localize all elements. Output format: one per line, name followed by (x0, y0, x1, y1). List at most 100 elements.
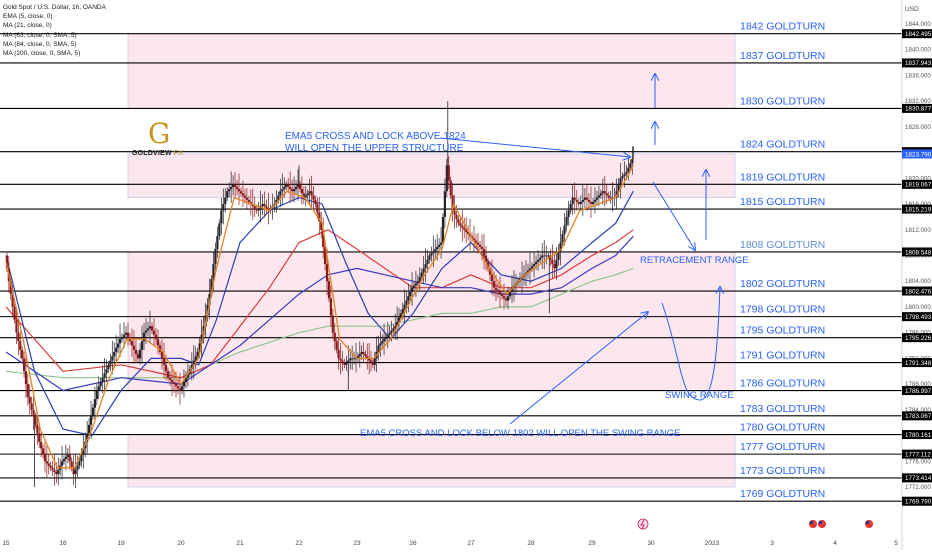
candle-body (41, 448, 45, 455)
candle-body (292, 189, 296, 192)
candle-body (569, 204, 572, 211)
level-label: 1830 GOLDTURN (740, 95, 825, 107)
price-tick-label: 1784.000 (905, 407, 931, 414)
candle-body (382, 339, 386, 342)
candle-body (459, 223, 462, 226)
candle-body (360, 351, 363, 355)
candle-body (190, 364, 193, 370)
candle-body (138, 349, 142, 359)
candle-body (265, 206, 268, 209)
candle-body (166, 371, 170, 378)
candle-body (581, 199, 584, 202)
candle-body (591, 201, 595, 205)
price-tag-box (902, 496, 932, 506)
currency-label: USD (905, 6, 919, 13)
candle-body (599, 193, 602, 196)
price-tag-label: 1830.877 (905, 106, 932, 113)
candle-body (329, 298, 332, 316)
candle-body (436, 246, 439, 250)
candle-body (253, 206, 256, 209)
arrow-upper-note (439, 137, 630, 157)
time-tick-label: 3 (770, 540, 774, 547)
price-tick-label: 1820.000 (905, 175, 931, 182)
level-label: 1824 GOLDTURN (740, 139, 825, 151)
candle-body (74, 469, 77, 475)
candle-body (532, 264, 536, 267)
candle-body (551, 259, 554, 265)
price-tag-box (902, 473, 932, 483)
candle-body (567, 210, 570, 217)
candle-body (339, 358, 342, 361)
candle-body (325, 264, 329, 282)
candle-body (492, 281, 496, 288)
candle-body (72, 467, 75, 475)
candle-body (9, 281, 12, 295)
candle-body (545, 255, 548, 257)
candle-body (354, 358, 358, 360)
candle-body (162, 358, 166, 365)
candle-body (434, 249, 437, 252)
price-tag-label: 1783.067 (905, 413, 932, 420)
lightning-bolt-icon (640, 519, 645, 530)
price-tag-box (902, 411, 932, 421)
lightning-event-icon[interactable] (637, 518, 649, 530)
candle-body (36, 424, 39, 434)
candle-body (192, 360, 195, 365)
level-labels-group: 1842 GOLDTURN 1837 GOLDTURN 1830 GOLDTURN 1… (740, 21, 825, 501)
price-tag-label: 1802.476 (905, 288, 932, 295)
candle-body (528, 268, 532, 271)
candle-body (146, 328, 150, 331)
candle-body (60, 461, 64, 466)
indicator-ma21[interactable]: MA (21, close, 0) (3, 22, 52, 30)
candle-body (156, 339, 160, 346)
candle-body (539, 257, 542, 260)
candle-body (403, 304, 406, 310)
candle-body (194, 356, 197, 361)
ema5-line (5, 165, 634, 469)
time-tick-label: 20 (177, 540, 185, 547)
candle-body (386, 334, 389, 337)
ma21-line (5, 190, 634, 437)
candle-body (310, 191, 313, 196)
candle-body (416, 281, 419, 284)
candle-body (488, 268, 492, 275)
candle-body (322, 229, 325, 247)
candle-body (575, 199, 578, 202)
time-tick-label: 5 (894, 540, 898, 547)
flag-canton (866, 521, 869, 524)
candle-body (625, 171, 628, 175)
candle-body (615, 191, 618, 198)
price-tick-label: 1804.000 (905, 278, 931, 285)
candle-body (617, 184, 620, 192)
candle-body (109, 360, 112, 365)
indicator-ema5[interactable]: EMA (5, close, 0) (3, 13, 53, 21)
candle-body (97, 386, 100, 391)
level-label: 1798 GOLDTURN (740, 304, 825, 316)
candle-body (498, 291, 502, 295)
price-tag-label: 1837.943 (905, 60, 932, 67)
candle-body (99, 381, 102, 387)
candle-body (178, 388, 182, 391)
candle-body (343, 362, 346, 365)
arrow-lower-note (509, 312, 648, 425)
indicator-ma200[interactable]: MA (200, close, 0, SMA, 5) (3, 50, 81, 58)
candle-body (150, 326, 154, 331)
indicator-ma63[interactable]: MA (63, close, 0, SMA, 5) (3, 31, 77, 39)
candle-body (508, 291, 512, 297)
symbol-title[interactable]: Gold Spot / U.S. Dollar, 1h, OANDA (3, 4, 106, 11)
candle-body (101, 377, 104, 382)
candle-body (243, 195, 247, 198)
price-tick-label: 1816.000 (905, 201, 931, 208)
price-tag-box (902, 449, 932, 459)
logo-g-icon: G (148, 117, 170, 150)
logo-suffix: FX (173, 150, 184, 157)
logo-brand: GOLDVIEW (132, 150, 172, 157)
time-tick-label: 23 (353, 540, 361, 547)
candle-body (105, 369, 108, 374)
candle-body (353, 358, 356, 360)
indicator-ma84[interactable]: MA (84, close, 0, SMA, 5) (3, 40, 77, 48)
candle-body (484, 255, 488, 262)
candle-body (95, 390, 98, 400)
